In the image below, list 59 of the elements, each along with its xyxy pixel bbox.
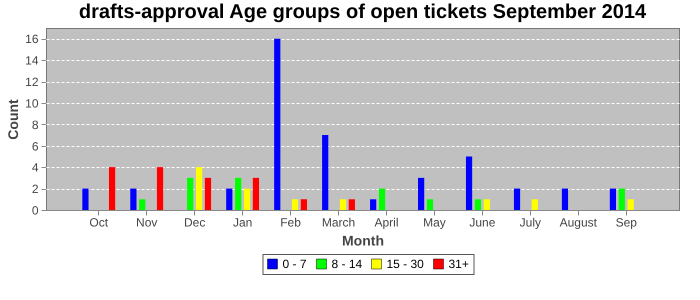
bar: [156, 167, 164, 210]
bar: [532, 199, 538, 210]
bar: [628, 199, 634, 210]
legend-label: 15 - 30: [386, 257, 424, 271]
bar: [610, 188, 616, 210]
y-tick-label: 0: [32, 204, 39, 218]
bar: [130, 188, 136, 210]
bar: [340, 199, 346, 210]
bar: [322, 135, 328, 210]
bar: [187, 178, 194, 210]
bar: [378, 188, 386, 210]
y-tick-label: 14: [25, 54, 39, 68]
bar: [108, 167, 116, 210]
legend-label: 8 - 14: [332, 257, 363, 271]
bar: [204, 178, 212, 210]
x-axis-title: Month: [342, 232, 384, 248]
bar: [618, 188, 625, 210]
y-tick-label: 16: [25, 32, 39, 46]
bar: [418, 178, 424, 210]
bar: [252, 178, 260, 210]
y-tick-label: 4: [32, 160, 39, 175]
bar: [292, 199, 298, 210]
x-tick-label: April: [374, 216, 398, 230]
y-tick-label: 10: [25, 96, 39, 110]
bar: [348, 199, 355, 210]
x-tick-label: Dec: [184, 216, 206, 230]
bar: [196, 167, 202, 210]
bar: [474, 199, 482, 210]
y-tick-label: 8: [32, 118, 39, 132]
y-axis-title: Count: [5, 98, 22, 140]
x-tick-label: July: [520, 216, 542, 230]
chart-title: drafts-approval Age groups of open tickets September 2014: [78, 1, 647, 23]
y-tick-label: 12: [25, 75, 39, 90]
bar: [484, 199, 490, 210]
x-tick-label: May: [423, 216, 446, 230]
x-tick-label: Feb: [280, 216, 302, 230]
bar: [466, 156, 472, 210]
x-tick-label: March: [322, 216, 356, 230]
x-tick-label: June: [469, 216, 496, 230]
x-tick-label: Nov: [136, 216, 158, 230]
bar: [274, 38, 280, 210]
bar: [562, 188, 568, 210]
bar: [300, 199, 307, 210]
bar: [235, 178, 242, 210]
legend-label: 31+: [448, 257, 469, 271]
bar: [226, 188, 232, 210]
x-tick-label: Sep: [616, 216, 638, 230]
bar: [426, 199, 434, 210]
x-tick-label: Jan: [232, 216, 252, 230]
y-tick-label: 2: [32, 182, 39, 196]
x-tick-label: Oct: [89, 216, 109, 230]
y-tick-label: 6: [32, 139, 39, 154]
bar: [370, 199, 376, 210]
bar: [139, 199, 146, 210]
bar: [514, 188, 520, 210]
x-tick-label: August: [560, 216, 598, 230]
legend-label: 0 - 7: [282, 257, 307, 271]
bar: [244, 188, 250, 210]
bar: [82, 188, 89, 210]
